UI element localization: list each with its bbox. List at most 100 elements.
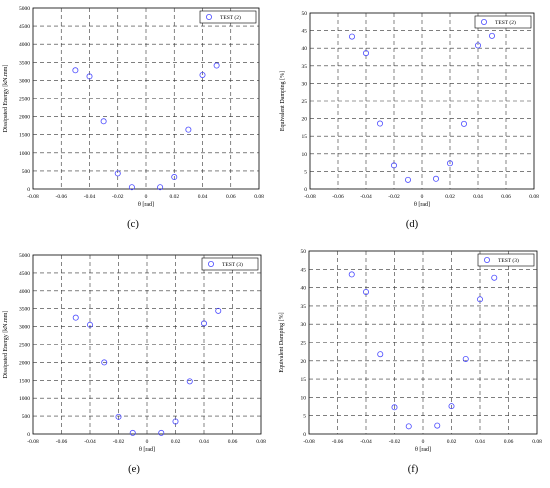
- y-tick-label: 2000: [19, 360, 30, 366]
- data-point: [129, 429, 136, 436]
- legend-marker: [480, 18, 487, 25]
- data-point: [391, 404, 398, 411]
- x-tick-label: 0.06: [228, 439, 238, 445]
- y-tick-label: 1500: [19, 133, 30, 139]
- x-tick-label: 0.04: [473, 194, 483, 200]
- y-tick-label: 3000: [19, 78, 30, 84]
- x-tick-label: 0: [422, 439, 425, 445]
- legend: TEST (3): [201, 257, 259, 271]
- y-tick-label: 3500: [19, 60, 30, 66]
- x-axis-label: θ [rad]: [139, 447, 155, 453]
- x-tick-label: 0.04: [475, 439, 485, 445]
- legend-marker: [207, 260, 214, 267]
- data-point: [114, 170, 121, 177]
- data-point: [172, 418, 179, 425]
- x-tick-label: -0.02: [389, 439, 401, 445]
- x-tick-label: -0.02: [112, 194, 124, 200]
- data-point: [186, 378, 193, 385]
- legend: TEST (3): [477, 253, 535, 267]
- x-tick-label: 0.02: [447, 439, 457, 445]
- x-tick-label: -0.08: [303, 439, 315, 445]
- data-point: [213, 62, 220, 69]
- data-point: [405, 423, 412, 430]
- legend: TEST (2): [474, 15, 532, 29]
- y-tick-label: 4000: [19, 42, 30, 48]
- x-axis-label: θ [rad]: [414, 202, 430, 208]
- data-point: [460, 120, 467, 127]
- y-tick-label: 0: [27, 187, 30, 193]
- x-tick-label: -0.04: [360, 194, 372, 200]
- data-point: [362, 50, 369, 57]
- y-tick-label: 500: [22, 169, 31, 175]
- legend-label: TEST (3): [498, 257, 519, 264]
- x-tick-label: 0.04: [199, 439, 209, 445]
- y-tick-label: 30: [302, 81, 308, 87]
- y-tick-label: 5: [304, 169, 307, 175]
- data-point: [101, 359, 108, 366]
- legend-box: [201, 257, 259, 271]
- data-point: [171, 174, 178, 181]
- x-tick-label: -0.04: [84, 194, 96, 200]
- x-tick-label: -0.06: [56, 194, 68, 200]
- data-point: [115, 413, 122, 420]
- data-point: [128, 184, 135, 191]
- data-point: [215, 307, 222, 314]
- y-tick-label: 40: [302, 46, 308, 52]
- y-tick-label: 10: [302, 152, 308, 158]
- y-tick-label: 40: [301, 286, 307, 292]
- data-point: [432, 175, 439, 182]
- y-tick-label: 35: [302, 64, 308, 70]
- x-tick-label: -0.06: [332, 194, 344, 200]
- y-tick-label: 15: [301, 377, 307, 383]
- panel-caption: (f): [408, 464, 419, 475]
- data-point: [474, 42, 481, 49]
- x-tick-label: -0.02: [388, 194, 400, 200]
- chart-panel: -0.08 -0.06 -0.04 -0.02 0 0.02 0.04 0.06 0.08 0 50…: [3, 6, 264, 230]
- y-tick-label: 4500: [19, 24, 30, 30]
- legend-label: TEST (2): [495, 19, 516, 26]
- x-tick-label: -0.04: [360, 439, 372, 445]
- y-tick-label: 0: [27, 432, 30, 438]
- panel-caption: (e): [128, 464, 140, 475]
- x-tick-label: 0.02: [169, 194, 179, 200]
- legend-marker: [483, 256, 490, 263]
- legend-label: TEST (2): [220, 14, 241, 21]
- data-point: [348, 33, 355, 40]
- y-tick-label: 10: [301, 395, 307, 401]
- data-point: [488, 32, 495, 39]
- data-point: [434, 422, 441, 429]
- data-point: [185, 126, 192, 133]
- data-point: [158, 429, 165, 436]
- y-tick-label: 20: [301, 359, 307, 365]
- y-tick-label: 1500: [19, 378, 30, 384]
- x-tick-label: 0.08: [529, 194, 539, 200]
- x-axis-label: θ [rad]: [138, 202, 154, 208]
- y-tick-label: 50: [301, 249, 307, 255]
- y-tick-label: 30: [301, 322, 307, 328]
- y-axis-label: Equivalent Damping [%]: [279, 312, 285, 372]
- y-tick-label: 4500: [19, 271, 30, 277]
- chart-panel: -0.08 -0.06 -0.04 -0.02 0 0.02 0.04 0.06 0.08 0 5 1…: [280, 11, 539, 230]
- data-point: [199, 71, 206, 78]
- y-tick-label: 1000: [19, 396, 30, 402]
- chart-panel: -0.08 -0.06 -0.04 -0.02 0 0.02 0.04 0.06 0.08 0 5 1…: [279, 249, 542, 475]
- y-tick-label: 5000: [19, 253, 30, 259]
- y-tick-label: 3000: [19, 325, 30, 331]
- y-tick-label: 2000: [19, 115, 30, 121]
- y-tick-label: 35: [301, 304, 307, 310]
- legend-label: TEST (3): [222, 261, 243, 268]
- data-point: [476, 296, 483, 303]
- y-tick-label: 15: [302, 134, 308, 140]
- x-tick-label: -0.06: [332, 439, 344, 445]
- x-tick-label: 0.04: [198, 194, 208, 200]
- data-point: [87, 321, 94, 328]
- legend-box: [477, 253, 535, 267]
- data-point: [157, 184, 164, 191]
- panel-caption: (c): [127, 219, 139, 230]
- data-point: [72, 67, 79, 74]
- data-point: [446, 160, 453, 167]
- x-axis-label: θ [rad]: [415, 447, 431, 453]
- x-tick-label: 0.06: [501, 194, 511, 200]
- y-tick-label: 25: [302, 99, 308, 105]
- y-axis-label: Equivalent Damping [%]: [280, 71, 286, 131]
